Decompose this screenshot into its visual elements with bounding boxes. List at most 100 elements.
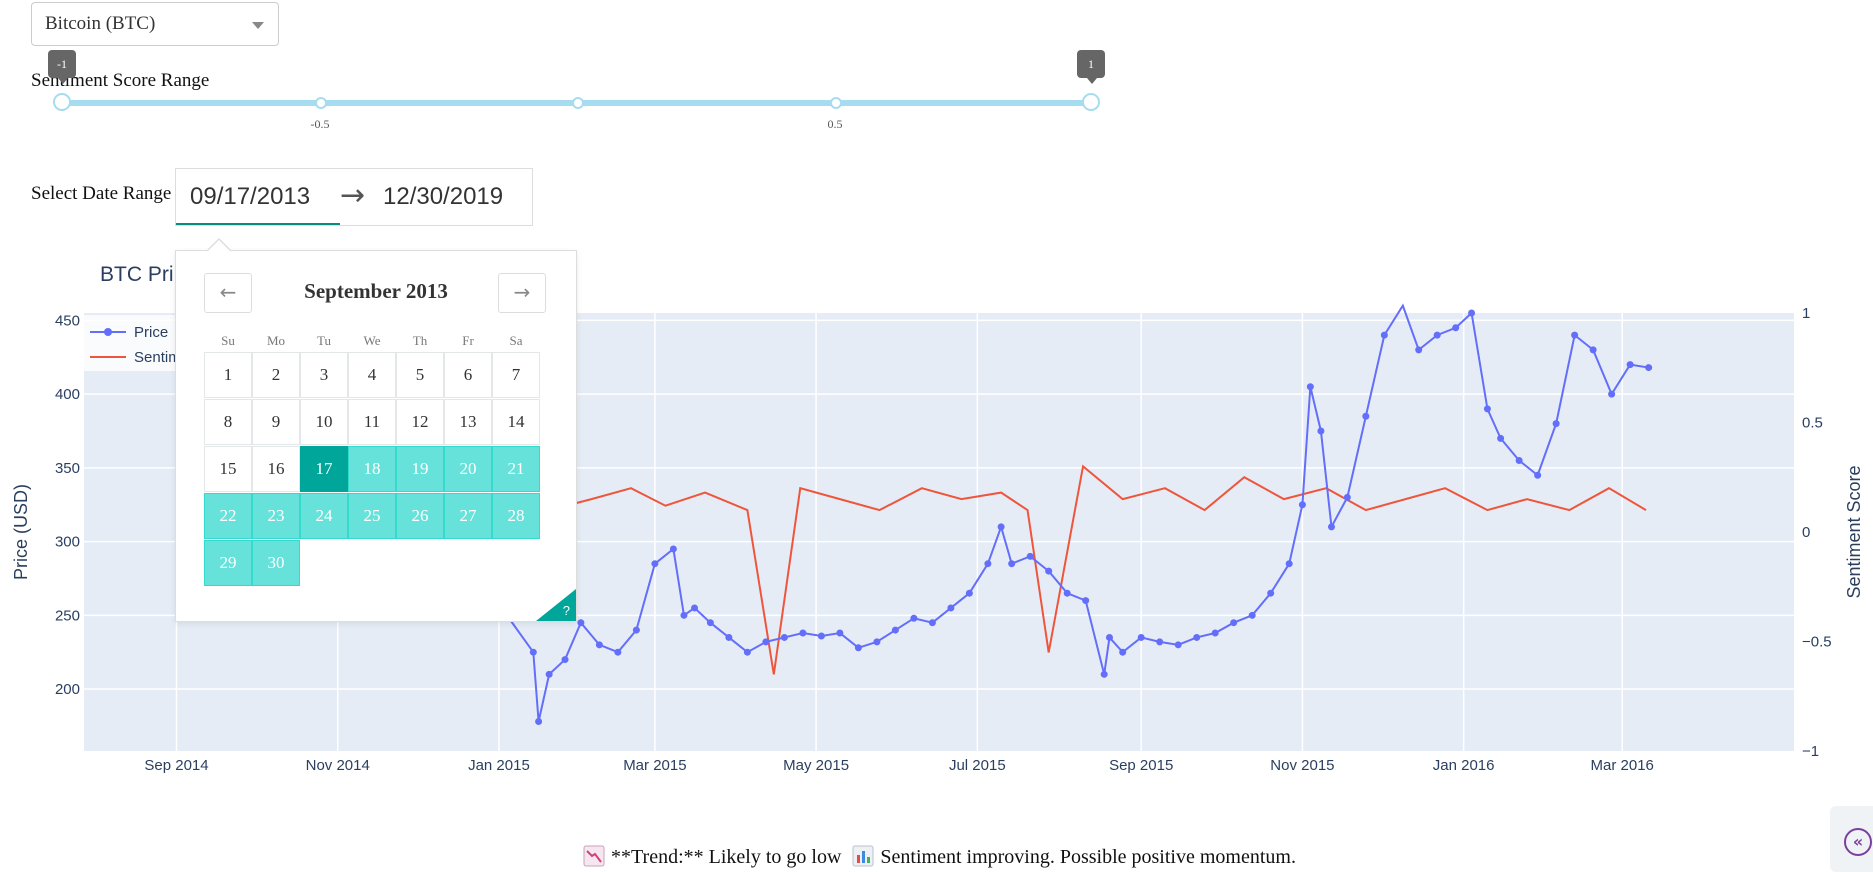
price-point bbox=[535, 718, 543, 726]
calendar-day[interactable]: 26 bbox=[396, 493, 444, 539]
calendar-day[interactable]: 8 bbox=[204, 399, 252, 445]
price-point bbox=[1380, 331, 1388, 339]
prev-month-button[interactable]: ← bbox=[204, 273, 252, 313]
date-range-label: Select Date Range bbox=[31, 183, 172, 204]
price-point bbox=[1211, 629, 1219, 637]
price-point bbox=[1571, 331, 1579, 339]
calendar-day[interactable]: 11 bbox=[348, 399, 396, 445]
next-month-button[interactable]: → bbox=[498, 273, 546, 313]
calendar-day[interactable]: 7 bbox=[492, 352, 540, 398]
calendar-day[interactable]: 1 bbox=[204, 352, 252, 398]
chart-decreasing-icon bbox=[583, 845, 605, 867]
slider-handle-max[interactable] bbox=[1082, 93, 1100, 111]
price-point bbox=[561, 656, 569, 664]
calendar-day[interactable]: 19 bbox=[396, 446, 444, 492]
calendar-day[interactable]: 6 bbox=[444, 352, 492, 398]
slider-handle-min[interactable] bbox=[53, 93, 71, 111]
chevron-down-icon[interactable] bbox=[252, 22, 264, 29]
x-tick-label: Mar 2016 bbox=[1591, 757, 1654, 774]
price-point bbox=[1327, 523, 1335, 531]
price-line bbox=[266, 303, 1649, 722]
collapse-sidebar-button[interactable]: « bbox=[1830, 806, 1873, 872]
calendar-day[interactable]: 9 bbox=[252, 399, 300, 445]
calendar-day[interactable]: 21 bbox=[492, 446, 540, 492]
slider-tooltip-max: 1 bbox=[1077, 50, 1105, 84]
calendar-day[interactable]: 10 bbox=[300, 399, 348, 445]
price-point bbox=[651, 560, 659, 568]
calendar-day[interactable]: 18 bbox=[348, 446, 396, 492]
calendar-day[interactable]: 29 bbox=[204, 540, 252, 586]
calendar-month-title: September 2013 bbox=[304, 279, 448, 303]
calendar-day[interactable]: 4 bbox=[348, 352, 396, 398]
price-point bbox=[1306, 383, 1314, 391]
y2-tick-label: 0 bbox=[1802, 524, 1810, 541]
calendar-day[interactable]: 23 bbox=[252, 493, 300, 539]
price-point bbox=[891, 626, 899, 634]
x-tick-label: Nov 2015 bbox=[1270, 757, 1334, 774]
slider-mark[interactable] bbox=[572, 97, 584, 109]
calendar-day[interactable]: 12 bbox=[396, 399, 444, 445]
price-point bbox=[1267, 589, 1275, 597]
y-tick-label: 250 bbox=[55, 607, 80, 624]
x-tick-label: Jan 2016 bbox=[1433, 757, 1495, 774]
trend-text: **Trend:** Likely to go low bbox=[611, 846, 842, 868]
sentiment-text: Sentiment improving. Possible positive m… bbox=[880, 846, 1296, 868]
price-point bbox=[1045, 567, 1053, 575]
weekday-header-su: Su bbox=[221, 333, 235, 348]
price-point bbox=[1298, 501, 1306, 509]
calendar-day[interactable]: 13 bbox=[444, 399, 492, 445]
y-tick-label: 300 bbox=[55, 534, 80, 551]
price-point bbox=[910, 614, 918, 622]
calendar-day[interactable]: 2 bbox=[252, 352, 300, 398]
calendar-day[interactable]: 16 bbox=[252, 446, 300, 492]
calendar-day[interactable]: 14 bbox=[492, 399, 540, 445]
calendar-day[interactable]: 17 bbox=[300, 446, 348, 492]
price-point bbox=[1452, 324, 1460, 332]
arrow-right-icon: → bbox=[513, 280, 531, 304]
keyboard-shortcuts-button[interactable] bbox=[536, 589, 576, 621]
weekday-header-sa: Sa bbox=[509, 333, 523, 348]
price-point bbox=[947, 604, 955, 612]
price-point bbox=[1082, 597, 1090, 605]
x-tick-label: Sep 2014 bbox=[144, 757, 208, 774]
calendar-day[interactable]: 27 bbox=[444, 493, 492, 539]
calendar-day[interactable]: 30 bbox=[252, 540, 300, 586]
price-point bbox=[577, 619, 585, 627]
price-point bbox=[632, 626, 640, 634]
price-point bbox=[984, 560, 992, 568]
calendar-day[interactable]: 20 bbox=[444, 446, 492, 492]
price-point bbox=[836, 629, 844, 637]
coin-dropdown[interactable]: Bitcoin (BTC) bbox=[31, 2, 279, 46]
weekday-header-fr: Fr bbox=[462, 333, 474, 348]
calendar-day[interactable]: 25 bbox=[348, 493, 396, 539]
calendar-day[interactable]: 3 bbox=[300, 352, 348, 398]
slider-mark[interactable] bbox=[315, 97, 327, 109]
price-point bbox=[1589, 346, 1597, 354]
price-point bbox=[799, 629, 807, 637]
weekday-header-tu: Tu bbox=[317, 333, 331, 348]
x-tick-label: Jan 2015 bbox=[468, 757, 530, 774]
calendar-day[interactable]: 24 bbox=[300, 493, 348, 539]
insight-footer: **Trend:** Likely to go low Sentiment im… bbox=[0, 845, 1873, 869]
slider-mark[interactable] bbox=[830, 97, 842, 109]
end-date-input[interactable]: 12/30/2019 bbox=[383, 183, 504, 210]
y2-tick-label: −0.5 bbox=[1802, 634, 1832, 651]
calendar-day[interactable]: 15 bbox=[204, 446, 252, 492]
price-point bbox=[1626, 361, 1634, 369]
price-point bbox=[1433, 331, 1441, 339]
weekday-header-mo: Mo bbox=[266, 333, 286, 348]
price-point bbox=[725, 633, 733, 641]
y2-tick-label: −1 bbox=[1802, 743, 1819, 760]
price-point bbox=[1105, 633, 1113, 641]
slider-tooltip-min: -1 bbox=[48, 50, 76, 84]
calendar-day[interactable]: 28 bbox=[492, 493, 540, 539]
help-icon[interactable]: ? bbox=[562, 603, 570, 618]
calendar-day[interactable]: 22 bbox=[204, 493, 252, 539]
price-point bbox=[1468, 309, 1476, 317]
sentiment-line bbox=[266, 464, 1647, 675]
start-date-input[interactable]: 09/17/2013 bbox=[190, 183, 311, 210]
price-point bbox=[1608, 390, 1616, 398]
calendar-day[interactable]: 5 bbox=[396, 352, 444, 398]
legend-price-label: Price bbox=[134, 324, 168, 341]
